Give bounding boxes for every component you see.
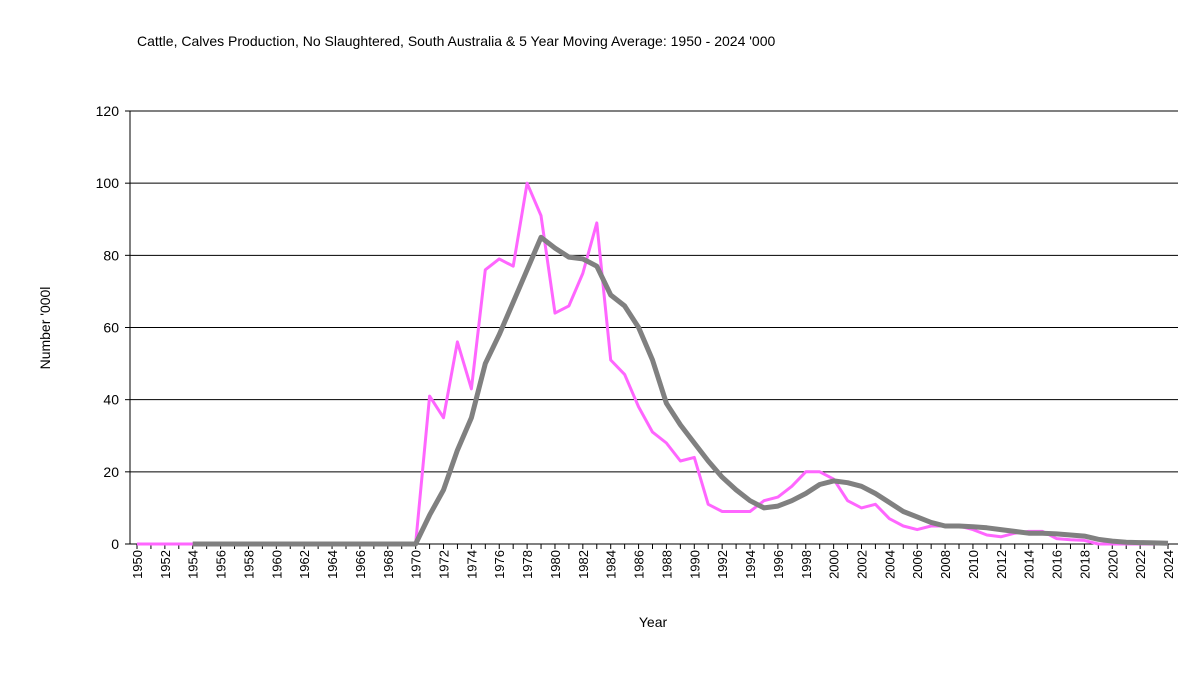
x-tick-label: 1996 (771, 550, 786, 579)
x-tick-label: 1994 (743, 550, 758, 579)
y-tick-label: 20 (103, 464, 119, 480)
y-tick-label: 120 (96, 103, 120, 119)
x-tick-label: 1974 (464, 550, 479, 579)
series-line-moving-average (192, 234, 1169, 547)
x-tick-label: 2000 (827, 550, 842, 579)
x-tick-label: 1962 (297, 550, 312, 579)
x-tick-label: 1950 (130, 550, 145, 579)
y-tick-label: 80 (103, 247, 119, 263)
y-tick-label: 40 (103, 392, 119, 408)
x-tick-label: 1980 (548, 550, 563, 579)
x-tick-label: 2010 (966, 550, 981, 579)
x-tick-label: 1970 (409, 550, 424, 579)
x-tick-label: 1972 (437, 550, 452, 579)
x-tick-label: 2012 (994, 550, 1009, 579)
x-tick-label: 1978 (520, 550, 535, 579)
x-tick-label: 1984 (604, 550, 619, 579)
x-tick-label: 1982 (576, 550, 591, 579)
y-tick-label: 0 (111, 536, 119, 552)
x-tick-label: 1960 (269, 550, 284, 579)
x-tick-label: 1998 (799, 550, 814, 579)
x-tick-label: 1988 (659, 550, 674, 579)
chart-title: Cattle, Calves Production, No Slaughtere… (137, 33, 776, 49)
x-tick-label: 2018 (1077, 550, 1092, 579)
x-tick-label: 2006 (910, 550, 925, 579)
x-tick-label: 1990 (687, 550, 702, 579)
x-tick-label: 1952 (158, 550, 173, 579)
x-tick-label: 2024 (1161, 550, 1176, 579)
x-tick-label: 2004 (882, 550, 897, 579)
x-tick-label: 1986 (632, 550, 647, 579)
x-tick-label: 1964 (325, 550, 340, 579)
x-tick-label: 1992 (715, 550, 730, 579)
x-tick-label: 1958 (241, 550, 256, 579)
x-tick-label: 1956 (214, 550, 229, 579)
x-tick-label: 2016 (1050, 550, 1065, 579)
x-tick-label: 1968 (381, 550, 396, 579)
y-tick-label: 60 (103, 320, 119, 336)
x-tick-label: 2014 (1022, 550, 1037, 579)
x-tick-label: 2022 (1133, 550, 1148, 579)
x-tick-label: 2008 (938, 550, 953, 579)
x-tick-label: 2002 (854, 550, 869, 579)
y-tick-label: 100 (96, 175, 120, 191)
x-tick-label: 1954 (186, 550, 201, 579)
x-axis-label: Year (638, 614, 668, 630)
x-tick-label: 2020 (1105, 550, 1120, 579)
x-tick-label: 1976 (492, 550, 507, 579)
x-tick-label: 1966 (353, 550, 368, 579)
